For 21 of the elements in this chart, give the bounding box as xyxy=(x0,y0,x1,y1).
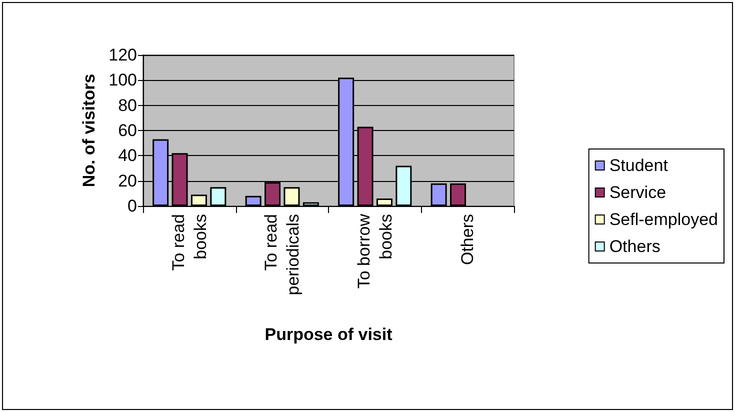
y-tick-label: 80 xyxy=(118,96,137,115)
y-tick-label: 60 xyxy=(118,121,137,140)
y-tick-label: 40 xyxy=(118,146,137,166)
bar xyxy=(190,194,207,206)
x-axis-title: Purpose of visit xyxy=(264,325,393,344)
y-tick-label: 120 xyxy=(108,46,137,64)
y-tick-label: 100 xyxy=(108,70,137,90)
y-tick-label: 0 xyxy=(128,196,137,216)
x-tick-label: Others xyxy=(458,214,478,266)
bar xyxy=(302,202,319,206)
x-tick-label: To borrow books xyxy=(354,213,396,289)
bar xyxy=(376,198,392,206)
x-tick-label: To read books xyxy=(168,214,210,271)
legend-label: Student xyxy=(609,156,668,175)
y-tick-label: 20 xyxy=(118,171,137,190)
bar xyxy=(245,196,262,206)
y-axis-title: No. of visitors xyxy=(80,74,99,188)
bar xyxy=(284,187,300,206)
legend-label: Service xyxy=(609,183,666,202)
legend-label: Sefl-employed xyxy=(609,210,718,229)
bar xyxy=(210,187,226,206)
